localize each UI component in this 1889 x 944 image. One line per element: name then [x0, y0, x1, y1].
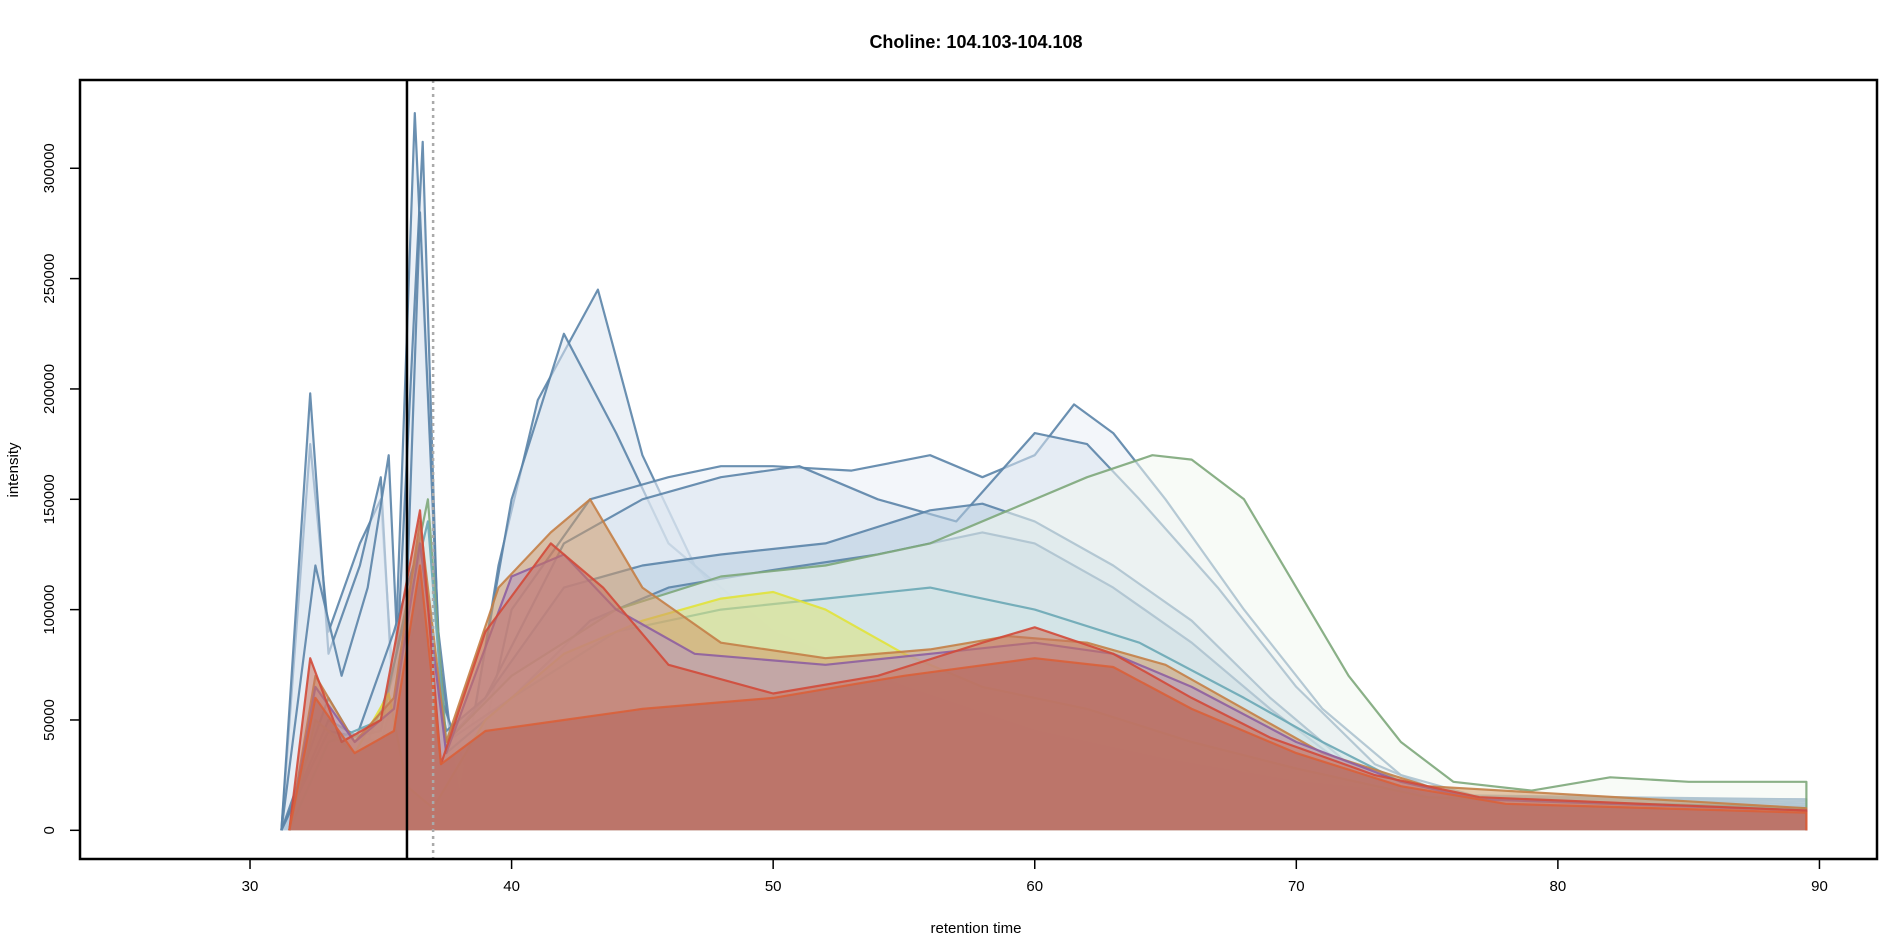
x-axis: 30 40 50 60 70 80 90	[242, 859, 1828, 895]
y-tick-label-4: 200000	[41, 364, 58, 414]
y-tick-label-3: 150000	[41, 474, 58, 524]
x-tick-label-2: 50	[765, 878, 782, 895]
x-tick-label-5: 80	[1550, 878, 1567, 895]
plot-frame	[78, 78, 1879, 861]
chart-title: Choline: 104.103-104.108	[869, 32, 1082, 52]
vertical-lines	[405, 80, 435, 859]
series-layer	[280, 111, 1808, 831]
y-tick-label-1: 50000	[41, 699, 58, 741]
series-line-12	[288, 564, 1808, 831]
y-axis: 0 50000 100000 150000 200000 250000 300000	[41, 143, 80, 834]
x-axis-label: retention time	[931, 920, 1022, 937]
x-tick-label-6: 90	[1811, 878, 1828, 895]
y-tick-label-0: 0	[41, 826, 58, 834]
y-tick-label-2: 100000	[41, 585, 58, 635]
x-tick-label-1: 40	[503, 878, 520, 895]
series-line-11	[288, 509, 1808, 831]
x-tick-label-0: 30	[242, 878, 259, 895]
x-tick-label-3: 60	[1026, 878, 1043, 895]
x-tick-label-4: 70	[1288, 878, 1305, 895]
series-area-12	[289, 565, 1807, 831]
y-tick-label-6: 300000	[41, 143, 58, 193]
y-tick-label-5: 250000	[41, 254, 58, 304]
y-axis-label: intensity	[5, 442, 22, 498]
